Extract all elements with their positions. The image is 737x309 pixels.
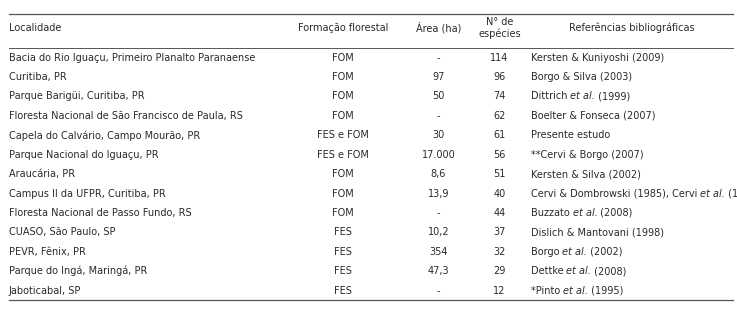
Text: FOM: FOM bbox=[332, 169, 354, 179]
Text: 114: 114 bbox=[490, 53, 509, 63]
Text: **Cervi & Borgo (2007): **Cervi & Borgo (2007) bbox=[531, 150, 643, 160]
Text: -: - bbox=[437, 53, 440, 63]
Text: 354: 354 bbox=[429, 247, 448, 257]
Text: Dettke: Dettke bbox=[531, 266, 567, 276]
Text: Parque Barigüi, Curitiba, PR: Parque Barigüi, Curitiba, PR bbox=[9, 91, 144, 101]
Text: 30: 30 bbox=[433, 130, 444, 140]
Text: FOM: FOM bbox=[332, 208, 354, 218]
Text: CUASO, São Paulo, SP: CUASO, São Paulo, SP bbox=[9, 227, 116, 237]
Text: 96: 96 bbox=[493, 72, 506, 82]
Text: 17.000: 17.000 bbox=[422, 150, 455, 160]
Text: Cervi & Dombrowski (1985), Cervi: Cervi & Dombrowski (1985), Cervi bbox=[531, 188, 700, 199]
Text: -: - bbox=[437, 286, 440, 296]
Text: Borgo & Silva (2003): Borgo & Silva (2003) bbox=[531, 72, 632, 82]
Text: et al.: et al. bbox=[563, 286, 588, 296]
Text: (1995): (1995) bbox=[588, 286, 624, 296]
Text: Campus II da UFPR, Curitiba, PR: Campus II da UFPR, Curitiba, PR bbox=[9, 188, 166, 199]
Text: PEVR, Fênix, PR: PEVR, Fênix, PR bbox=[9, 247, 85, 257]
Text: Floresta Nacional de Passo Fundo, RS: Floresta Nacional de Passo Fundo, RS bbox=[9, 208, 192, 218]
Text: 40: 40 bbox=[493, 188, 506, 199]
Text: Araucária, PR: Araucária, PR bbox=[9, 169, 75, 179]
Text: (1988): (1988) bbox=[725, 188, 737, 199]
Text: 97: 97 bbox=[433, 72, 444, 82]
Text: 10,2: 10,2 bbox=[427, 227, 450, 237]
Text: Boelter & Fonseca (2007): Boelter & Fonseca (2007) bbox=[531, 111, 655, 121]
Text: et al.: et al. bbox=[570, 91, 595, 101]
Text: 29: 29 bbox=[493, 266, 506, 276]
Text: (2008): (2008) bbox=[598, 208, 633, 218]
Text: 50: 50 bbox=[433, 91, 444, 101]
Text: Floresta Nacional de São Francisco de Paula, RS: Floresta Nacional de São Francisco de Pa… bbox=[9, 111, 242, 121]
Text: Jaboticabal, SP: Jaboticabal, SP bbox=[9, 286, 81, 296]
Text: -: - bbox=[437, 208, 440, 218]
Text: Borgo: Borgo bbox=[531, 247, 562, 257]
Text: FES: FES bbox=[334, 286, 352, 296]
Text: Parque do Ingá, Maringá, PR: Parque do Ingá, Maringá, PR bbox=[9, 266, 147, 277]
Text: (2008): (2008) bbox=[591, 266, 626, 276]
Text: Referências bibliográficas: Referências bibliográficas bbox=[569, 23, 695, 33]
Text: FOM: FOM bbox=[332, 91, 354, 101]
Text: N° de
espécies: N° de espécies bbox=[478, 17, 520, 39]
Text: 56: 56 bbox=[493, 150, 506, 160]
Text: FES e FOM: FES e FOM bbox=[317, 150, 368, 160]
Text: FOM: FOM bbox=[332, 72, 354, 82]
Text: FOM: FOM bbox=[332, 53, 354, 63]
Text: 74: 74 bbox=[493, 91, 506, 101]
Text: FES e FOM: FES e FOM bbox=[317, 130, 368, 140]
Text: 44: 44 bbox=[493, 208, 506, 218]
Text: Área (ha): Área (ha) bbox=[416, 22, 461, 34]
Text: 51: 51 bbox=[493, 169, 506, 179]
Text: 12: 12 bbox=[493, 286, 506, 296]
Text: Dittrich: Dittrich bbox=[531, 91, 570, 101]
Text: et al.: et al. bbox=[700, 188, 725, 199]
Text: 13,9: 13,9 bbox=[427, 188, 450, 199]
Text: 37: 37 bbox=[493, 227, 506, 237]
Text: Parque Nacional do Iguaçu, PR: Parque Nacional do Iguaçu, PR bbox=[9, 150, 158, 160]
Text: (2002): (2002) bbox=[587, 247, 623, 257]
Text: 62: 62 bbox=[493, 111, 506, 121]
Text: Dislich & Mantovani (1998): Dislich & Mantovani (1998) bbox=[531, 227, 663, 237]
Text: 8,6: 8,6 bbox=[431, 169, 446, 179]
Text: Formação florestal: Formação florestal bbox=[298, 23, 388, 33]
Text: et al.: et al. bbox=[573, 208, 598, 218]
Text: et al.: et al. bbox=[567, 266, 591, 276]
Text: FOM: FOM bbox=[332, 188, 354, 199]
Text: Kersten & Kuniyoshi (2009): Kersten & Kuniyoshi (2009) bbox=[531, 53, 664, 63]
Text: Bacia do Rio Iguaçu, Primeiro Planalto Paranaense: Bacia do Rio Iguaçu, Primeiro Planalto P… bbox=[9, 53, 255, 63]
Text: FES: FES bbox=[334, 247, 352, 257]
Text: Presente estudo: Presente estudo bbox=[531, 130, 610, 140]
Text: 32: 32 bbox=[493, 247, 506, 257]
Text: Curitiba, PR: Curitiba, PR bbox=[9, 72, 66, 82]
Text: *Pinto: *Pinto bbox=[531, 286, 563, 296]
Text: (1999): (1999) bbox=[595, 91, 630, 101]
Text: FES: FES bbox=[334, 266, 352, 276]
Text: Buzzato: Buzzato bbox=[531, 208, 573, 218]
Text: et al.: et al. bbox=[562, 247, 587, 257]
Text: Localidade: Localidade bbox=[9, 23, 61, 33]
Text: 47,3: 47,3 bbox=[427, 266, 450, 276]
Text: -: - bbox=[437, 111, 440, 121]
Text: FES: FES bbox=[334, 227, 352, 237]
Text: Capela do Calvário, Campo Mourão, PR: Capela do Calvário, Campo Mourão, PR bbox=[9, 130, 200, 141]
Text: 61: 61 bbox=[493, 130, 506, 140]
Text: Kersten & Silva (2002): Kersten & Silva (2002) bbox=[531, 169, 640, 179]
Text: FOM: FOM bbox=[332, 111, 354, 121]
